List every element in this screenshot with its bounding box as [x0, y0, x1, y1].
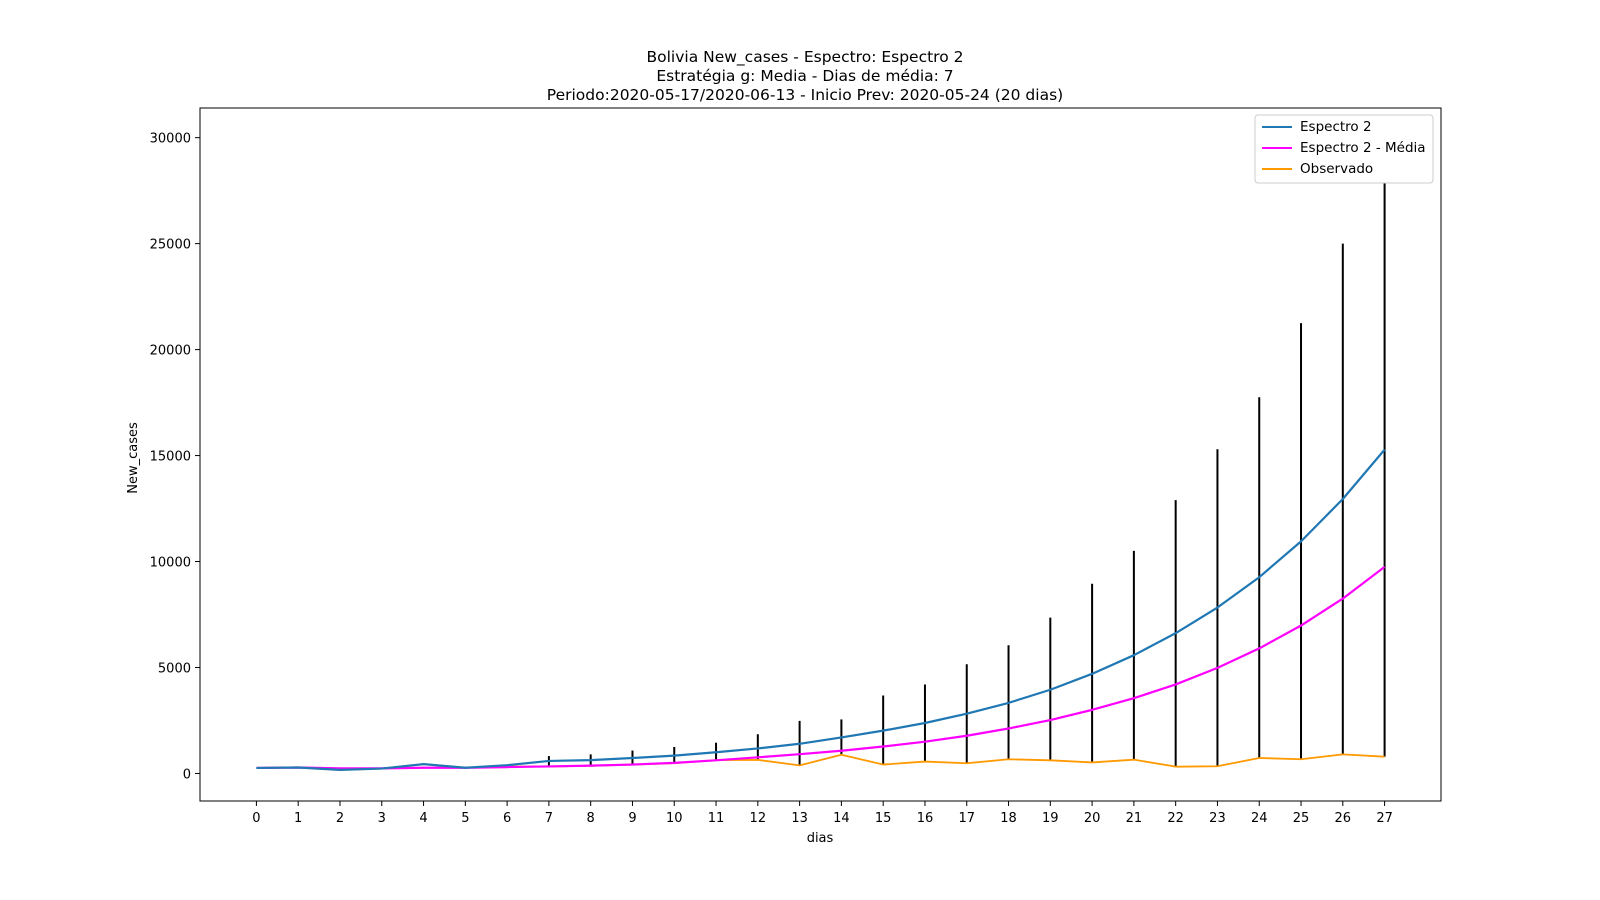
- x-axis: 0 1 2 3 4 5 6 7 8 9 10 11 12 13 14 15 16 17 18 19 20 21 22 23 24…: [252, 801, 1393, 826]
- x-tick-label-21: 21: [1126, 811, 1143, 826]
- x-tick-label-19: 19: [1042, 811, 1059, 826]
- x-tick-label-27: 27: [1376, 811, 1393, 826]
- x-tick-label-0: 0: [252, 811, 260, 826]
- x-tick-label-7: 7: [545, 811, 553, 826]
- x-tick-label-5: 5: [461, 811, 469, 826]
- x-tick-label-3: 3: [378, 811, 386, 826]
- plot-area: [256, 139, 1386, 771]
- y-axis: 0 5000 10000 15000 20000 25000 30000: [150, 132, 200, 782]
- x-tick-label-14: 14: [833, 811, 850, 826]
- legend-label-observado: Observado: [1300, 161, 1373, 177]
- legend-label-espectro-2-media: Espectro 2 - Média: [1300, 140, 1426, 156]
- x-tick-label-26: 26: [1335, 811, 1352, 826]
- x-tick-label-15: 15: [875, 811, 892, 826]
- x-tick-label-25: 25: [1293, 811, 1310, 826]
- y-tick-label-5000: 5000: [158, 661, 191, 676]
- x-tick-label-1: 1: [294, 811, 302, 826]
- y-tick-label-0: 0: [183, 767, 191, 782]
- x-tick-label-10: 10: [666, 811, 683, 826]
- x-tick-label-24: 24: [1251, 811, 1268, 826]
- chart-title-line-3: Periodo:2020-05-17/2020-06-13 - Inicio P…: [547, 86, 1063, 104]
- x-tick-label-11: 11: [708, 811, 725, 826]
- x-tick-label-23: 23: [1209, 811, 1226, 826]
- legend-label-espectro-2: Espectro 2: [1300, 119, 1372, 135]
- x-tick-label-16: 16: [917, 811, 934, 826]
- y-tick-label-30000: 30000: [150, 132, 191, 147]
- chart-title-line-2: Estratégia g: Media - Dias de média: 7: [656, 67, 953, 85]
- y-tick-label-25000: 25000: [150, 238, 191, 253]
- x-tick-label-17: 17: [958, 811, 975, 826]
- x-tick-label-18: 18: [1000, 811, 1017, 826]
- x-tick-label-8: 8: [587, 811, 595, 826]
- x-tick-label-13: 13: [791, 811, 808, 826]
- x-tick-label-22: 22: [1167, 811, 1184, 826]
- series-line-espectro-2: [256, 448, 1386, 771]
- chart-title-line-1: Bolivia New_cases - Espectro: Espectro 2: [646, 48, 963, 67]
- legend: Espectro 2 Espectro 2 - Média Observado: [1254, 114, 1434, 184]
- x-tick-label-2: 2: [336, 811, 344, 826]
- y-tick-label-10000: 10000: [150, 556, 191, 571]
- plot-frame: [199, 107, 1442, 802]
- x-tick-label-12: 12: [750, 811, 767, 826]
- y-axis-label: New_cases: [126, 422, 141, 494]
- legend-box: [1254, 114, 1434, 184]
- x-tick-label-6: 6: [503, 811, 511, 826]
- x-tick-label-9: 9: [628, 811, 636, 826]
- x-axis-label: dias: [807, 831, 834, 846]
- y-tick-label-15000: 15000: [150, 450, 191, 465]
- series-line-espectro-2-media: [256, 565, 1386, 770]
- x-tick-label-4: 4: [419, 811, 427, 826]
- x-tick-label-20: 20: [1084, 811, 1101, 826]
- y-tick-label-20000: 20000: [150, 344, 191, 359]
- chart-title: Bolivia New_cases - Espectro: Espectro 2…: [547, 48, 1063, 104]
